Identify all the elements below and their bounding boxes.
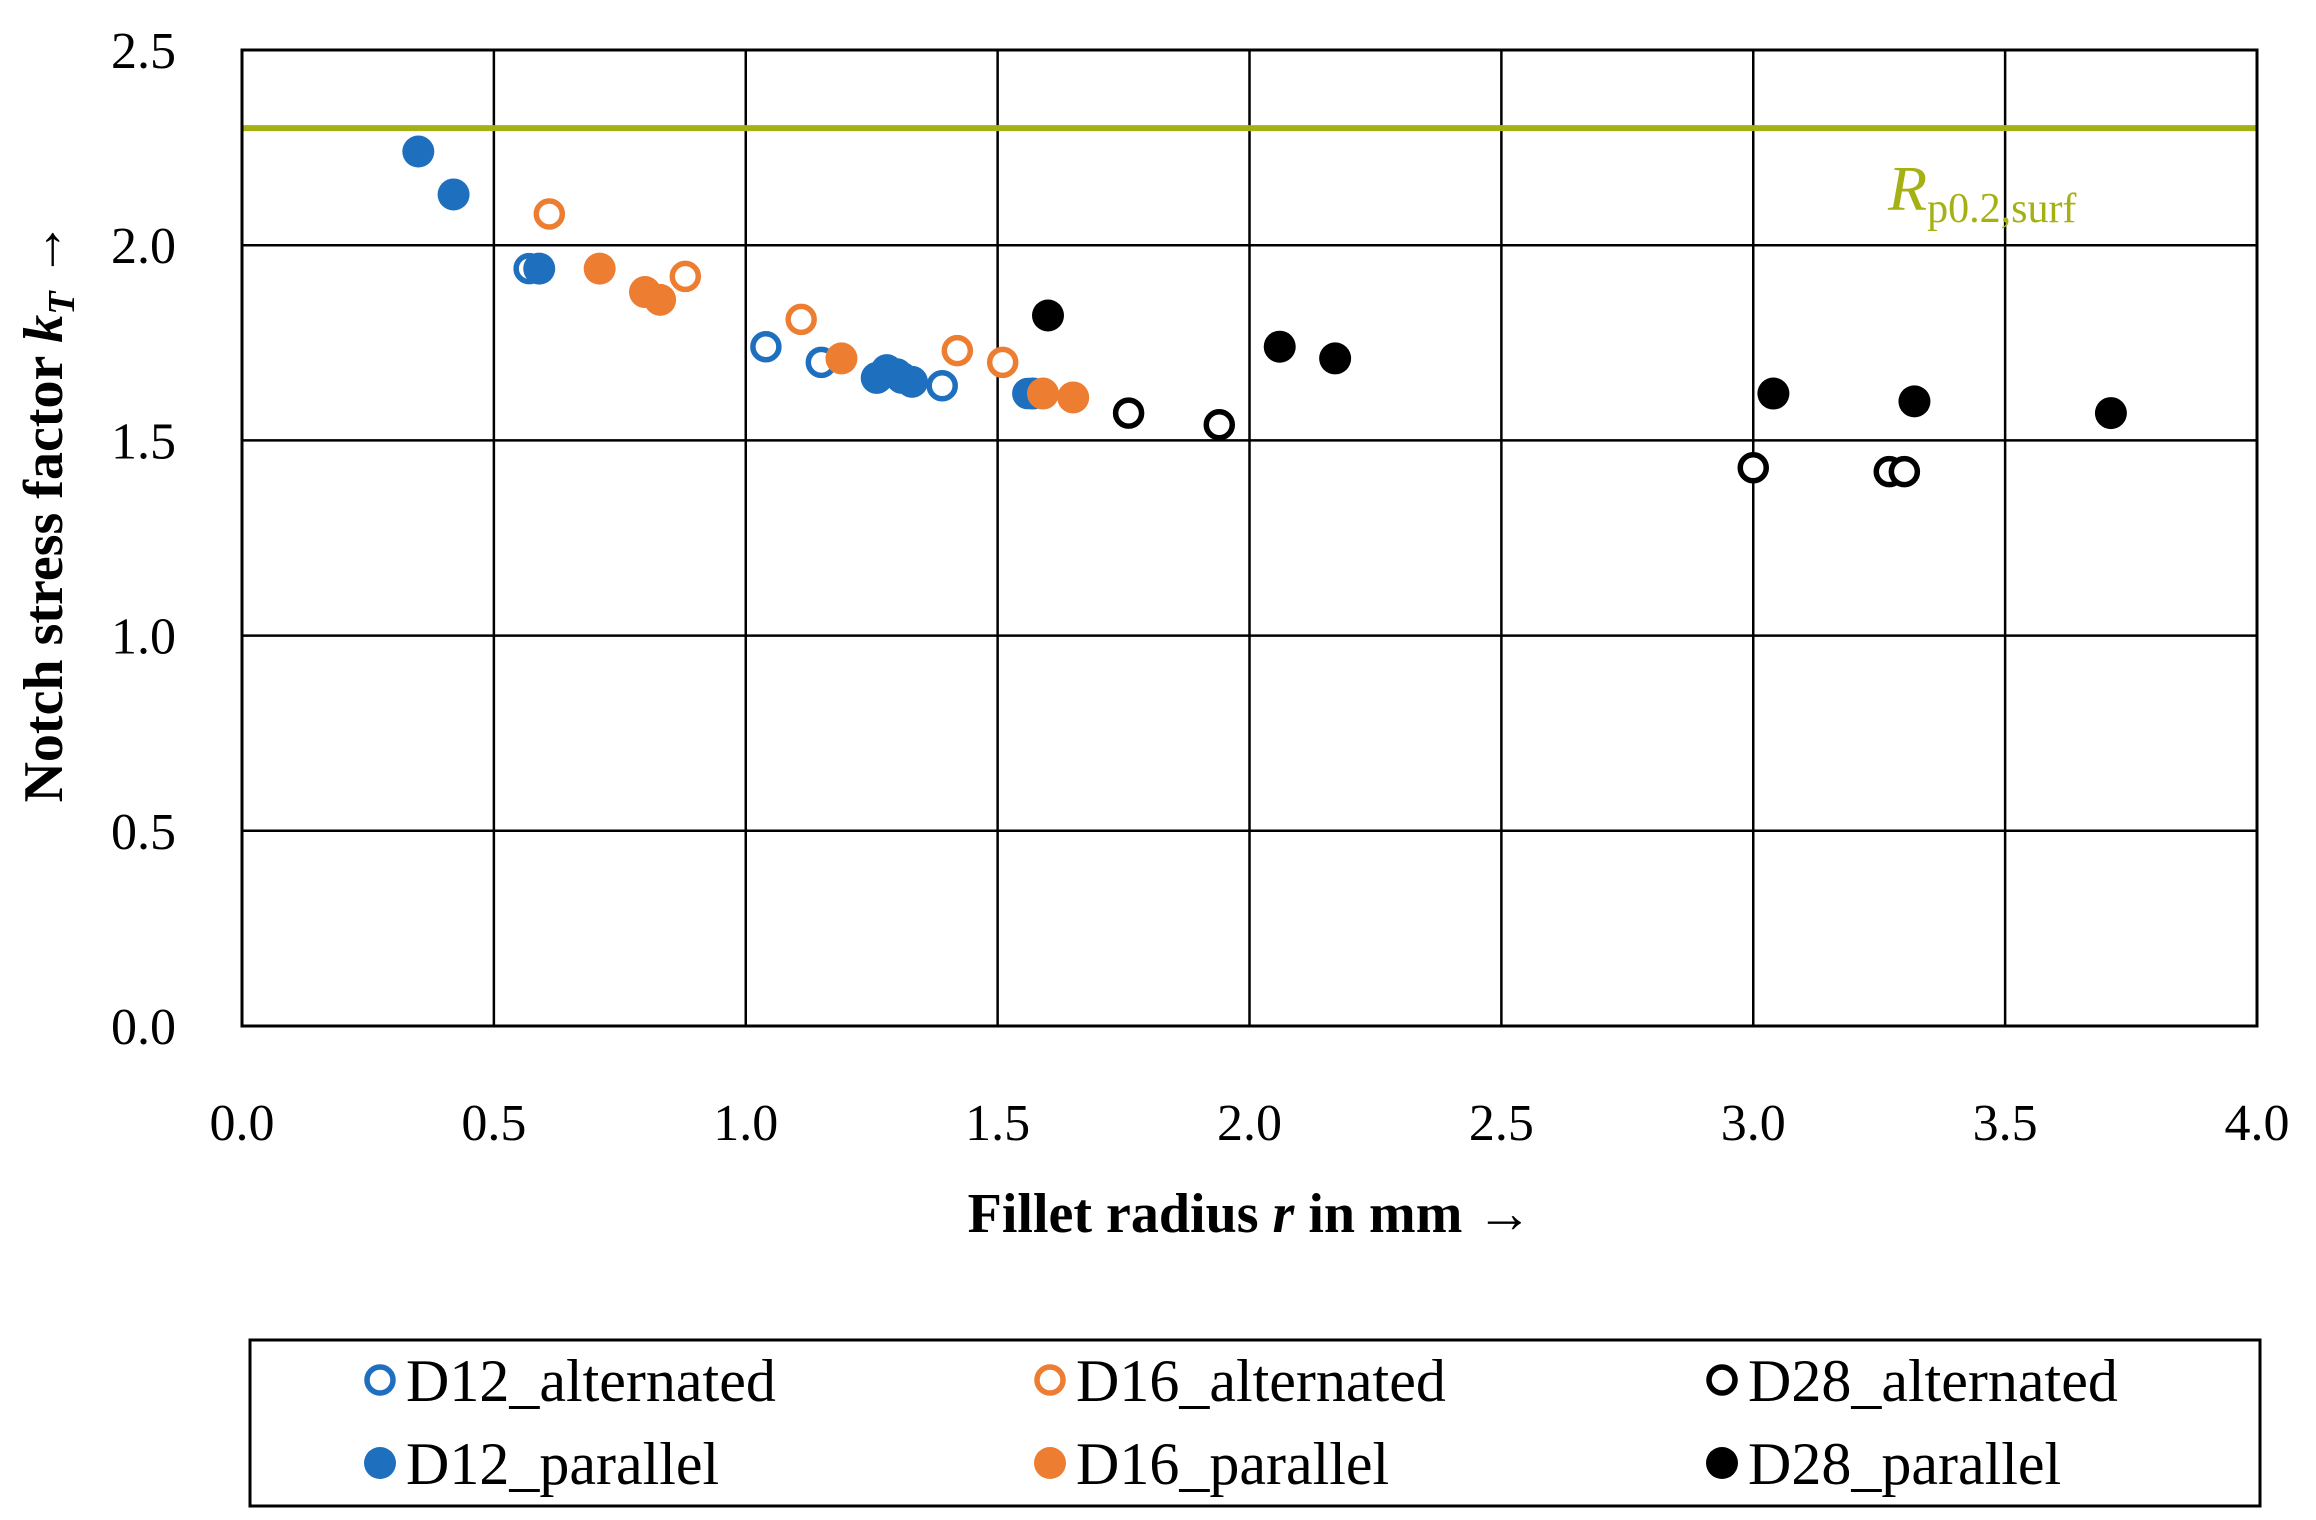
data-point [2094,397,2127,430]
x-tick-label: 0.0 [210,1095,275,1152]
y-axis-title-suffix: → [13,221,75,291]
data-point [533,198,566,230]
x-tick-label: 1.5 [965,1095,1030,1152]
data-point [1112,397,1145,429]
data-point [523,252,556,285]
legend-label: D12_alternated [406,1348,776,1414]
legend-item-D28_alternated: D28_alternated [1706,1348,2118,1414]
y-tick-label: 1.5 [111,413,176,470]
series-D28_parallel [1032,299,2127,430]
data-point [926,369,958,402]
data-point [785,303,817,336]
legend-item-D16_alternated: D16_alternated [1034,1348,1446,1414]
x-tick-labels: 0.0 0.5 1.0 1.5 2.0 2.5 3.0 3.5 4.0 [210,1095,2290,1152]
data-point [1203,409,1236,441]
x-tick-label: 2.0 [1217,1095,1282,1152]
y-axis-title: Notch stress factor kT → [13,221,83,802]
reference-line-label: Rp0.2,surf [1887,153,2076,232]
y-tick-label: 1.0 [111,609,176,666]
x-axis-title-prefix: Fillet radius [968,1183,1273,1245]
data-point [895,365,928,398]
legend-item-D16_parallel: D16_parallel [1034,1431,1389,1497]
reference-label-sub: p0.2,surf [1927,186,2076,232]
x-tick-label: 3.5 [1973,1095,2038,1152]
series-D16_parallel [583,252,1090,414]
legend-label: D28_alternated [1748,1348,2118,1414]
data-point [583,252,616,285]
x-tick-label: 1.0 [713,1095,778,1152]
data-point [1737,451,1769,484]
y-tick-label: 0.5 [111,804,176,861]
y-tick-label: 0.0 [111,999,176,1056]
x-tick-label: 4.0 [2225,1095,2290,1152]
data-point [1026,377,1059,410]
reference-label-main: R [1887,153,1927,224]
y-tick-label: 2.5 [111,23,176,80]
legend-label: D16_parallel [1076,1431,1389,1497]
data-point [1319,342,1352,375]
data-point [1263,330,1296,363]
data-point [1898,385,1931,418]
legend-box [248,1338,2262,1508]
data-point [825,342,858,375]
legend-marker [364,1447,396,1479]
data-point [1757,377,1790,410]
y-axis-title-prefix: Notch stress factor [13,343,75,803]
data-point [1057,381,1090,414]
data-points [402,135,2127,488]
series-D16_alternated [533,198,1019,379]
data-point [402,135,435,168]
x-tick-label: 2.5 [1469,1095,1534,1152]
x-tick-label: 3.0 [1721,1095,1786,1152]
x-axis-title: Fillet radius r in mm → [968,1183,1533,1245]
plot-frame [240,48,2259,1028]
data-point [437,178,470,211]
data-point [941,334,974,367]
legend: D12_alternated D16_alternated D28_alternat… [248,1338,2262,1508]
x-axis-title-var: r [1273,1183,1296,1245]
legend-marker [1034,1364,1066,1396]
legend-marker [1706,1447,1738,1479]
series-D28_alternated [1112,397,1921,488]
legend-label: D28_parallel [1748,1431,2061,1497]
y-axis-title-sub: T [41,290,83,315]
legend-item-D12_alternated: D12_alternated [364,1348,776,1414]
data-point [669,260,702,293]
data-point [986,346,1019,379]
x-axis-title-suffix: in mm → [1294,1183,1532,1245]
legend-marker [1034,1447,1066,1479]
legend-marker [1706,1364,1738,1396]
x-tick-label: 0.5 [461,1095,526,1152]
data-point [1888,455,1921,488]
legend-label: D16_alternated [1076,1348,1446,1414]
legend-label: D12_parallel [406,1431,719,1497]
data-point [1032,299,1064,332]
data-point [750,330,782,363]
legend-marker [364,1364,396,1396]
data-point [644,283,677,316]
legend-item-D12_parallel: D12_parallel [364,1431,719,1497]
legend-item-D28_parallel: D28_parallel [1706,1431,2061,1497]
y-tick-labels: 0.0 0.5 1.0 1.5 2.0 2.5 [111,23,176,1056]
y-tick-label: 2.0 [111,218,176,275]
y-axis-title-var: k [13,315,75,343]
